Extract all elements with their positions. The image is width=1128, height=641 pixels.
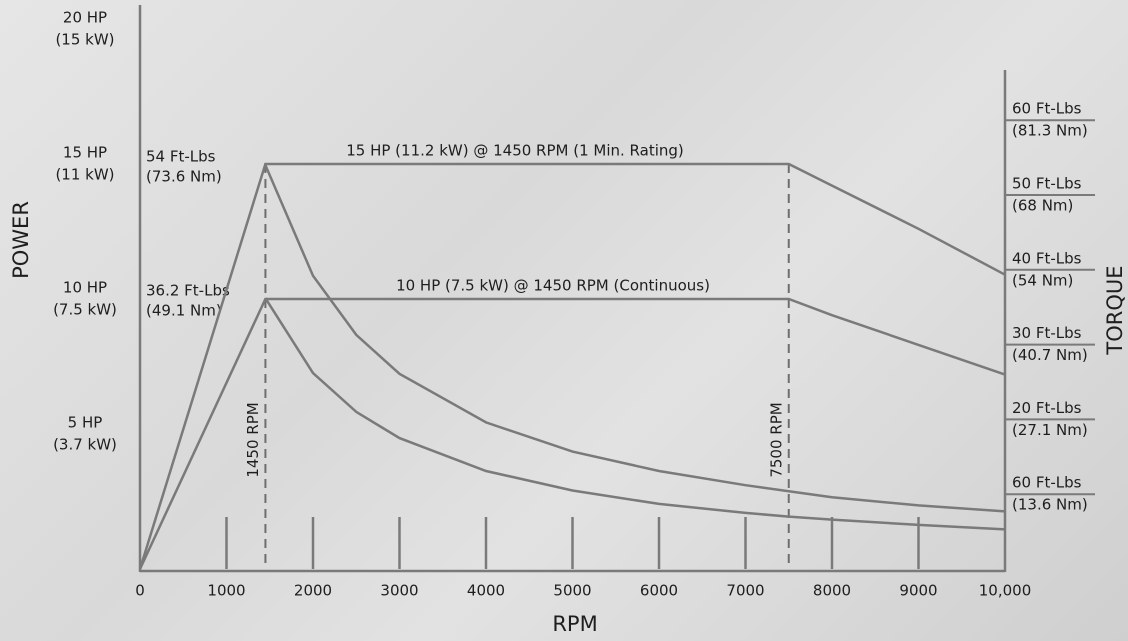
- curve: [140, 164, 1005, 569]
- y-tick-label: 10 HP: [63, 279, 107, 297]
- x-tick-label: 4000: [467, 582, 505, 600]
- curve: [265, 298, 1005, 529]
- reference-label: 1450 RPM: [244, 402, 262, 477]
- y2-tick-sublabel: (68 Nm): [1012, 197, 1073, 215]
- x-tick-label: 1000: [207, 582, 245, 600]
- annotation: (73.6 Nm): [146, 168, 222, 186]
- x-tick-label: 0: [135, 582, 145, 600]
- annotation: (49.1 Nm): [146, 302, 222, 320]
- x-tick-label: 2000: [294, 582, 332, 600]
- y-axis-title: POWER: [9, 201, 33, 279]
- x-tick-label: 7000: [726, 582, 764, 600]
- y2-tick-sublabel: (13.6 Nm): [1012, 496, 1088, 514]
- x-tick-label: 9000: [899, 582, 937, 600]
- x-tick-label: 6000: [640, 582, 678, 600]
- x-tick-label: 5000: [553, 582, 591, 600]
- reference-label: 7500 RPM: [767, 402, 785, 477]
- y2-tick-sublabel: (27.1 Nm): [1012, 421, 1088, 439]
- x-tick-label: 8000: [813, 582, 851, 600]
- y2-tick-label: 60 Ft-Lbs: [1012, 474, 1082, 492]
- y2-tick-label: 60 Ft-Lbs: [1012, 100, 1082, 118]
- x-tick-label: 10,000: [979, 582, 1032, 600]
- y-tick-sublabel: (3.7 kW): [53, 436, 117, 454]
- annotation: 10 HP (7.5 kW) @ 1450 RPM (Continuous): [396, 277, 710, 295]
- annotation: 54 Ft-Lbs: [146, 148, 216, 166]
- y2-tick-sublabel: (40.7 Nm): [1012, 346, 1088, 364]
- y2-tick-sublabel: (81.3 Nm): [1012, 122, 1088, 140]
- x-tick-label: 3000: [380, 582, 418, 600]
- y2-axis-title: TORQUE: [1103, 265, 1127, 355]
- x-axis-title: RPM: [552, 612, 597, 636]
- y-tick-label: 20 HP: [63, 9, 107, 27]
- y-tick-sublabel: (15 kW): [55, 31, 114, 49]
- y-tick-label: 5 HP: [68, 414, 103, 432]
- y2-tick-label: 30 Ft-Lbs: [1012, 324, 1082, 342]
- annotation: 36.2 Ft-Lbs: [146, 282, 230, 300]
- chart: RPM POWER TORQUE 54 Ft-Lbs (73.6 Nm) 36.…: [0, 0, 1128, 641]
- annotation: 15 HP (11.2 kW) @ 1450 RPM (1 Min. Ratin…: [346, 142, 684, 160]
- y2-tick-label: 40 Ft-Lbs: [1012, 249, 1082, 267]
- y2-tick-label: 20 Ft-Lbs: [1012, 399, 1082, 417]
- y-tick-sublabel: (7.5 kW): [53, 301, 117, 319]
- y2-tick-sublabel: (54 Nm): [1012, 271, 1073, 289]
- y-tick-label: 15 HP: [63, 144, 107, 162]
- y-tick-sublabel: (11 kW): [55, 166, 114, 184]
- y2-tick-label: 50 Ft-Lbs: [1012, 175, 1082, 193]
